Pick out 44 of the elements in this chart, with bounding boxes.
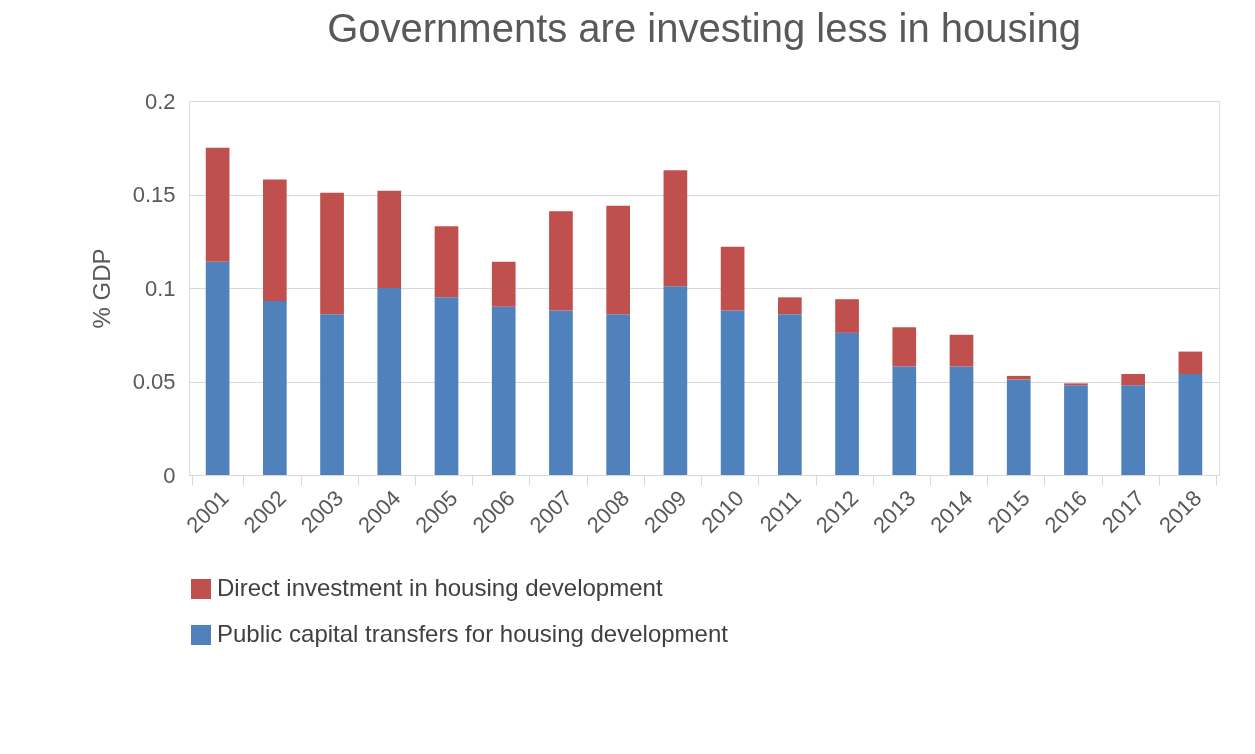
bar xyxy=(491,306,516,475)
bar xyxy=(949,366,974,475)
bar xyxy=(1006,375,1031,380)
bar xyxy=(320,192,344,315)
bar xyxy=(549,211,573,311)
y-axis-title: % GDP xyxy=(87,248,115,329)
bar xyxy=(835,332,859,475)
bar xyxy=(606,205,631,315)
bar xyxy=(720,310,745,475)
legend-label: Direct investment in housing development xyxy=(217,574,663,601)
bar xyxy=(320,314,344,475)
bar xyxy=(1121,374,1146,386)
bar xyxy=(434,226,459,298)
bar xyxy=(777,314,802,475)
bar xyxy=(892,366,917,475)
bar xyxy=(663,286,688,475)
bar xyxy=(434,297,459,475)
y-tick-label: 0 xyxy=(163,462,176,488)
bar xyxy=(205,147,230,262)
bar xyxy=(377,190,402,288)
bar xyxy=(1006,379,1031,475)
bar xyxy=(491,261,516,307)
legend-label: Public capital transfers for housing development xyxy=(217,620,729,647)
bar xyxy=(663,170,688,287)
chart-title: Governments are investing less in housing xyxy=(327,6,1081,50)
y-tick-label: 0.1 xyxy=(144,275,176,301)
bar xyxy=(1121,385,1146,475)
bar xyxy=(1064,385,1088,475)
bar xyxy=(262,179,287,302)
bar xyxy=(1178,351,1203,375)
y-tick-label: 0.2 xyxy=(144,88,176,114)
bar xyxy=(949,334,974,367)
bar xyxy=(205,261,230,475)
y-tick-label: 0.15 xyxy=(132,182,176,207)
bar xyxy=(835,299,859,333)
bar xyxy=(606,314,631,475)
bar xyxy=(549,310,573,475)
bar xyxy=(777,297,802,315)
bar xyxy=(262,301,287,475)
bar xyxy=(892,327,917,367)
y-tick-label: 0.05 xyxy=(132,369,176,394)
bar xyxy=(720,246,745,311)
bar xyxy=(377,288,402,475)
bar xyxy=(1178,374,1203,475)
